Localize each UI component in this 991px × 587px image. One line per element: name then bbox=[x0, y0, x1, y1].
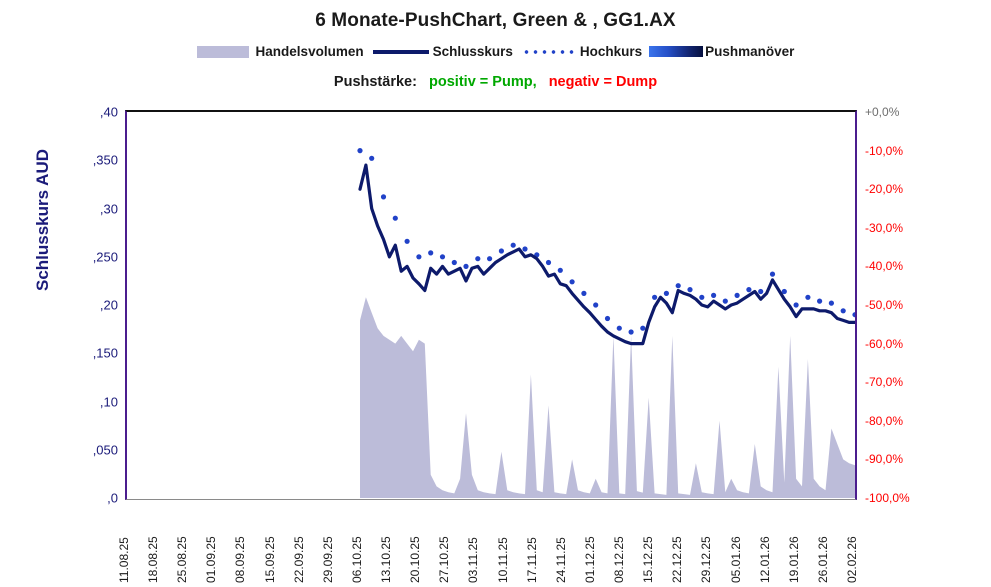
y-axis-left-ticks: ,40 ,350 ,30 ,250 ,20 ,150 ,10 ,050 ,0 bbox=[32, 105, 118, 506]
y-axis-tick-label: ,250 bbox=[92, 249, 118, 265]
page-title: 6 Monate-PushChart, Green & , GG1.AX bbox=[315, 10, 676, 31]
y2-axis-tick-label: -20,0% bbox=[865, 182, 904, 197]
y2-axis-tick-label: +0,0% bbox=[865, 105, 900, 119]
y-axis-tick-label: ,0 bbox=[107, 490, 118, 506]
y-axis-tick-label: ,30 bbox=[99, 201, 118, 216]
chart-legend: Handelsvolumen Schlusskurs Hochkurs Push… bbox=[0, 44, 991, 59]
subtitle-positive: positiv = Pump, bbox=[429, 74, 537, 90]
y2-axis-tick-label: -80,0% bbox=[865, 413, 904, 428]
x-axis-tick-label: 22.09.25 bbox=[291, 536, 306, 583]
y-axis-tick-label: ,40 bbox=[99, 104, 118, 120]
plot-area[interactable] bbox=[125, 110, 857, 500]
chart-subtitle: Pushstärke: positiv = Pump, negativ = Du… bbox=[0, 74, 991, 90]
dotted-line-icon bbox=[521, 49, 576, 54]
legend-label: Schlusskurs bbox=[432, 44, 513, 59]
volume-area bbox=[360, 297, 855, 498]
schlusskurs-line-series bbox=[358, 163, 855, 346]
y2-axis-tick-label: -40,0% bbox=[865, 259, 904, 274]
legend-item-handelsvolumen[interactable]: Handelsvolumen bbox=[196, 44, 364, 59]
legend-label: Pushmanöver bbox=[705, 44, 795, 59]
y2-axis-tick-label: -10,0% bbox=[865, 143, 904, 158]
x-axis-tick-label: 01.12.25 bbox=[582, 536, 597, 583]
y2-axis-tick-label: -50,0% bbox=[865, 298, 904, 312]
x-axis-tick-label: 26.01.26 bbox=[815, 536, 830, 583]
y2-axis-tick-label: -100,0% bbox=[865, 491, 910, 505]
x-axis-tick-label: 20.10.25 bbox=[408, 536, 423, 583]
y2-axis-tick-label: -90,0% bbox=[865, 452, 904, 467]
y-axis-tick-label: ,10 bbox=[99, 394, 118, 409]
subtitle-key: Pushstärke: bbox=[333, 74, 417, 90]
subtitle-negative: negativ = Dump bbox=[548, 74, 658, 90]
x-axis-tick-label: 24.11.25 bbox=[553, 537, 568, 583]
x-axis-tick-label: 05.01.26 bbox=[728, 536, 743, 583]
x-axis-tick-label: 01.09.25 bbox=[204, 536, 219, 583]
area-swatch-icon bbox=[196, 45, 249, 58]
chart-canvas bbox=[357, 148, 855, 498]
x-axis-tick-label: 12.01.26 bbox=[757, 536, 772, 583]
y2-axis-tick-label: -60,0% bbox=[865, 336, 904, 351]
legend-label: Hochkurs bbox=[579, 44, 643, 59]
x-axis-tick-label: 08.09.25 bbox=[233, 536, 248, 583]
x-axis-tick-label: 13.10.25 bbox=[379, 536, 394, 583]
x-axis-tick-label: 19.01.26 bbox=[786, 536, 801, 583]
x-axis-tick-label: 03.11.25 bbox=[466, 537, 481, 583]
x-axis-tick-label: 02.02.26 bbox=[845, 536, 859, 583]
x-axis-tick-label: 11.08.25 bbox=[117, 537, 131, 583]
x-axis-tick-label: 10.11.25 bbox=[495, 537, 510, 583]
legend-label: Handelsvolumen bbox=[255, 44, 364, 59]
gradient-bar-icon bbox=[649, 46, 704, 57]
y2-axis-tick-label: -30,0% bbox=[865, 220, 904, 235]
hochkurs-dotted-series bbox=[357, 148, 855, 335]
x-axis-tick-label: 08.12.25 bbox=[612, 536, 627, 583]
y-axis-tick-label: ,20 bbox=[99, 297, 118, 313]
y2-axis-tick-label: -70,0% bbox=[865, 375, 904, 390]
y-axis-right-ticks: +0,0% -10,0% -20,0% -30,0% -40,0% -50,0% -60,0… bbox=[865, 105, 960, 505]
x-axis-tick-label: 17.11.25 bbox=[524, 537, 539, 583]
x-axis-tick-label: 15.12.25 bbox=[641, 536, 656, 583]
y-axis-tick-label: ,350 bbox=[92, 152, 118, 168]
x-axis-tick-label: 25.08.25 bbox=[175, 536, 190, 583]
legend-item-hochkurs[interactable]: Hochkurs bbox=[513, 44, 642, 59]
x-axis-tick-label: 29.12.25 bbox=[699, 536, 714, 583]
x-axis-tick-label: 15.09.25 bbox=[262, 536, 277, 583]
x-axis-tick-label: 06.10.25 bbox=[349, 536, 364, 583]
y-axis-tick-label: ,150 bbox=[92, 345, 118, 361]
x-axis-tick-label: 29.09.25 bbox=[320, 536, 335, 583]
legend-item-pushmanoever[interactable]: Pushmanöver bbox=[642, 44, 794, 59]
x-axis-tick-label: 22.12.25 bbox=[670, 536, 685, 583]
legend-item-schlusskurs[interactable]: Schlusskurs bbox=[364, 44, 513, 59]
x-axis-ticks: 11.08.25 18.08.25 25.08.25 01.09.25 08.09.25… bbox=[117, 503, 859, 583]
x-axis-tick-label: 18.08.25 bbox=[146, 536, 161, 583]
solid-line-icon bbox=[372, 49, 429, 54]
x-axis-tick-label: 27.10.25 bbox=[437, 536, 452, 583]
y-axis-tick-label: ,050 bbox=[92, 442, 118, 458]
